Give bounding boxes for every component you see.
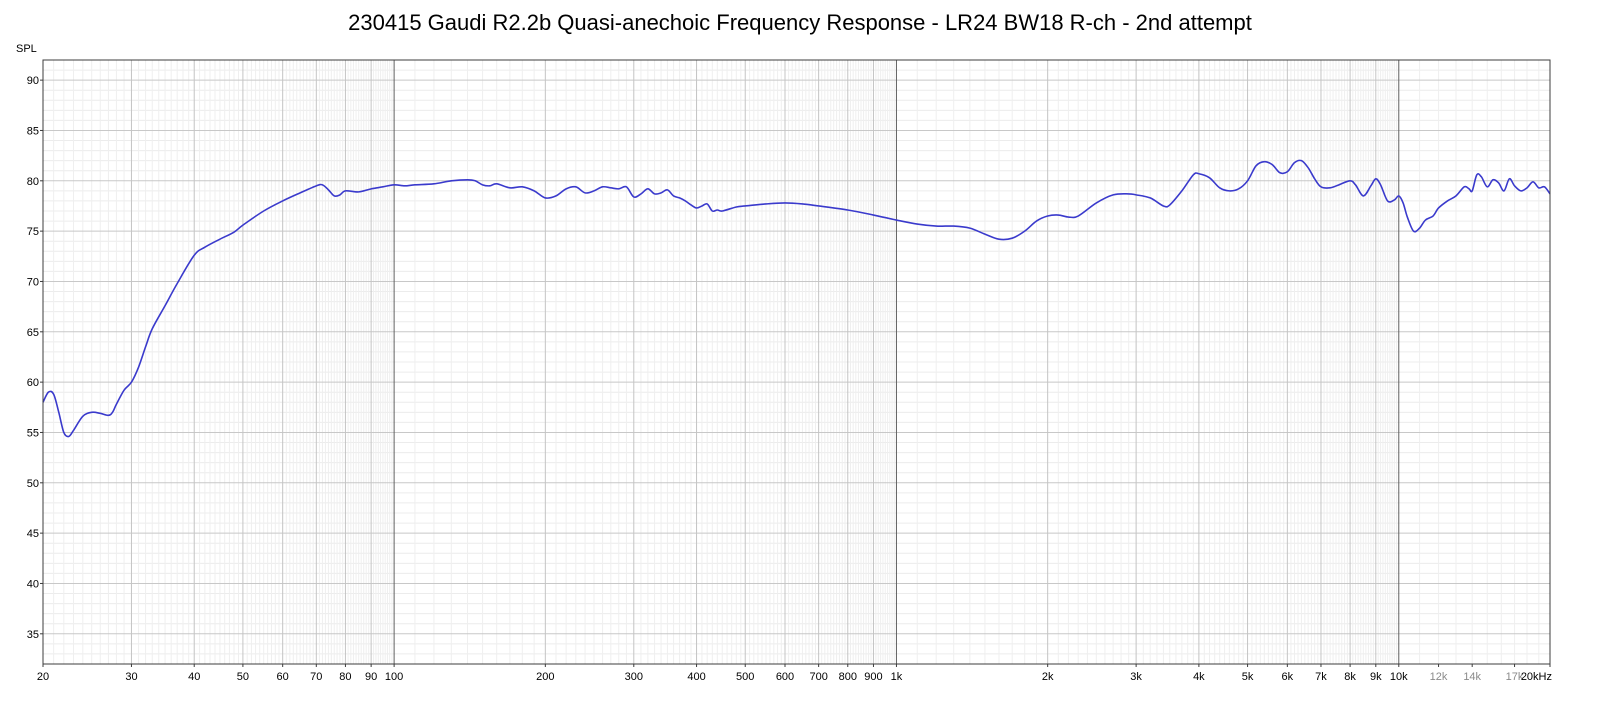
y-tick-label: 50 — [27, 478, 39, 490]
series-layer — [42, 159, 1551, 438]
x-tick-label: 700 — [809, 671, 827, 683]
x-tick-label: 2k — [1042, 671, 1054, 683]
x-tick-label: 1k — [891, 671, 903, 683]
x-tick-label: 70 — [310, 671, 322, 683]
y-tick-label: 55 — [27, 427, 39, 439]
x-tick-label: 800 — [839, 671, 857, 683]
y-axis-ticks: 35 40 45 50 55 60 65 70 75 80 85 90 — [27, 75, 43, 641]
x-tick-label: 900 — [864, 671, 882, 683]
x-tick-label: 60 — [277, 671, 289, 683]
x-tick-label: 8k — [1344, 671, 1356, 683]
y-tick-label: 80 — [27, 176, 39, 188]
x-tick-label: 200 — [536, 671, 554, 683]
y-tick-label: 75 — [27, 226, 39, 238]
y-tick-label: 90 — [27, 75, 39, 87]
chart-title: 230415 Gaudi R2.2b Quasi-anechoic Freque… — [348, 10, 1252, 35]
y-tick-label: 35 — [27, 629, 39, 641]
minor-grid — [43, 59, 1550, 665]
x-tick-label: 3k — [1130, 671, 1142, 683]
x-tick-label: 20 — [37, 671, 49, 683]
plot-border — [42, 59, 1551, 665]
frequency-response-line — [42, 159, 1551, 438]
x-tick-label: 30 — [125, 671, 137, 683]
x-tick-label: 5k — [1242, 671, 1254, 683]
x-tick-label: 80 — [339, 671, 351, 683]
x-tick-label: 4k — [1193, 671, 1205, 683]
x-tick-label: 17k — [1506, 671, 1524, 683]
y-tick-label: 60 — [27, 377, 39, 389]
x-tick-label: 6k — [1282, 671, 1294, 683]
y-tick-label: 70 — [27, 276, 39, 288]
x-axis-ticks: 20 30 40 50 60 70 80 90 100 200 300 400 500 600 700 800… — [37, 664, 1552, 683]
x-tick-label: 400 — [687, 671, 705, 683]
y-tick-label: 65 — [27, 327, 39, 339]
x-tick-label: 50 — [237, 671, 249, 683]
major-grid — [42, 60, 1551, 664]
x-tick-label: 9k — [1370, 671, 1382, 683]
x-tick-label: 14k — [1463, 671, 1481, 683]
x-tick-label: 300 — [625, 671, 643, 683]
y-tick-label: 40 — [27, 578, 39, 590]
x-tick-label: 600 — [776, 671, 794, 683]
x-tick-label: 100 — [385, 671, 403, 683]
x-tick-label: 12k — [1430, 671, 1448, 683]
x-tick-label: 7k — [1315, 671, 1327, 683]
y-tick-label: 85 — [27, 125, 39, 137]
y-axis-label: SPL — [16, 43, 37, 55]
y-tick-label: 45 — [27, 528, 39, 540]
x-tick-label: 40 — [188, 671, 200, 683]
x-tick-label: 20kHz — [1521, 671, 1552, 683]
x-tick-label: 90 — [365, 671, 377, 683]
x-tick-label: 10k — [1390, 671, 1408, 683]
x-tick-label: 500 — [736, 671, 754, 683]
